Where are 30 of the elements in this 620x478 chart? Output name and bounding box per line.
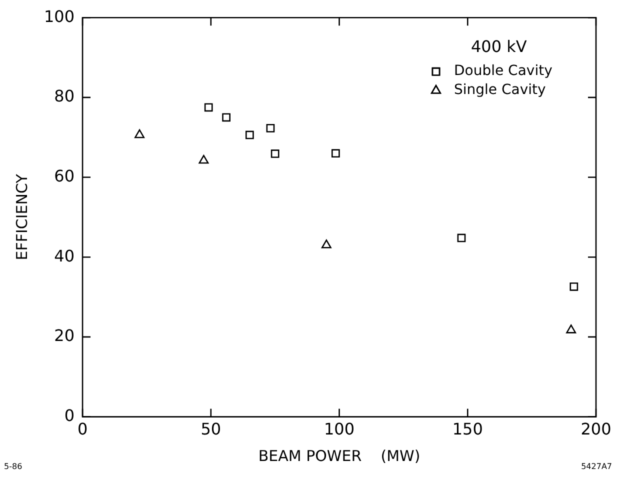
point bbox=[134, 129, 145, 138]
point bbox=[266, 124, 275, 132]
point bbox=[566, 324, 576, 334]
point bbox=[331, 149, 340, 158]
text: 5427A7 bbox=[581, 462, 612, 471]
x-tick-label: 50 bbox=[200, 420, 222, 439]
legend-title: 400 kV bbox=[471, 36, 527, 56]
y-tick-label: 0 bbox=[64, 406, 75, 425]
point bbox=[321, 239, 332, 248]
x-axis-title: BEAM POWER (MW) bbox=[258, 446, 420, 465]
y-tick-label: 20 bbox=[54, 326, 75, 346]
point bbox=[570, 282, 578, 291]
y-tick-label: 60 bbox=[54, 166, 75, 186]
point bbox=[204, 103, 213, 112]
point bbox=[457, 234, 466, 242]
legend-label: Double Cavity bbox=[454, 63, 552, 80]
y-tick-label: 100 bbox=[44, 6, 75, 26]
point bbox=[222, 113, 230, 122]
point bbox=[245, 130, 254, 140]
y-tick-label: 80 bbox=[54, 86, 75, 106]
y-tick-label: 40 bbox=[54, 246, 75, 266]
x-tick-label: 100 bbox=[324, 420, 355, 439]
x-tick-label: 200 bbox=[580, 420, 612, 439]
point bbox=[198, 154, 209, 164]
x-tick-label: 150 bbox=[452, 420, 483, 439]
x-tick-label: 0 bbox=[77, 420, 88, 439]
text: 5-86 bbox=[4, 462, 22, 471]
legend-label: Single Cavity bbox=[454, 82, 546, 98]
y-axis-title: EFFICIENCY bbox=[12, 173, 31, 260]
point bbox=[270, 150, 280, 158]
